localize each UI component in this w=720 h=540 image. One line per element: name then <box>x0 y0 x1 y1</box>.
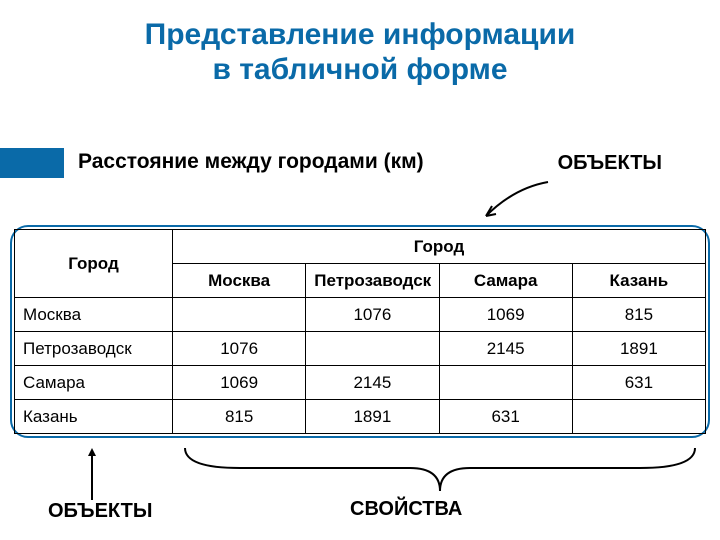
cell: 1069 <box>173 366 306 400</box>
cell: 2145 <box>306 366 439 400</box>
cell: 2145 <box>439 332 572 366</box>
table-row: Москва 1076 1069 815 <box>15 298 706 332</box>
row-label: Самара <box>15 366 173 400</box>
title-line1: Представление информации <box>145 18 576 51</box>
table-caption: Расстояние между городами (км) <box>78 150 424 174</box>
table-col-group: Город <box>173 230 706 264</box>
cell <box>572 400 705 434</box>
row-label: Петрозаводск <box>15 332 173 366</box>
objects-label-left: ОБЪЕКТЫ <box>48 500 152 523</box>
slide-title: Представление информации в табличной фор… <box>0 0 720 87</box>
row-label: Москва <box>15 298 173 332</box>
table-row: Петрозаводск 1076 2145 1891 <box>15 332 706 366</box>
cell: 1076 <box>306 298 439 332</box>
objects-label-top: ОБЪЕКТЫ <box>558 152 662 175</box>
cell: 815 <box>173 400 306 434</box>
title-line2: в табличной форме <box>212 53 507 86</box>
row-label: Казань <box>15 400 173 434</box>
cell: 1076 <box>173 332 306 366</box>
cell: 631 <box>439 400 572 434</box>
col-header: Петрозаводск <box>306 264 439 298</box>
table-corner: Город <box>15 230 173 298</box>
properties-label: СВОЙСТВА <box>350 498 462 521</box>
distance-table-wrap: Город Город Москва Петрозаводск Самара К… <box>10 225 710 438</box>
cell: 815 <box>572 298 705 332</box>
col-header: Самара <box>439 264 572 298</box>
cell <box>173 298 306 332</box>
cell: 1891 <box>306 400 439 434</box>
cell: 1891 <box>572 332 705 366</box>
arrow-left-icon <box>88 448 96 500</box>
distance-table: Город Город Москва Петрозаводск Самара К… <box>14 229 706 434</box>
cell <box>439 366 572 400</box>
cell <box>306 332 439 366</box>
col-header: Москва <box>173 264 306 298</box>
table-row: Самара 1069 2145 631 <box>15 366 706 400</box>
cell: 1069 <box>439 298 572 332</box>
table-row: Казань 815 1891 631 <box>15 400 706 434</box>
arrow-top-icon <box>474 180 554 222</box>
col-header: Казань <box>572 264 705 298</box>
brace-icon <box>180 443 700 498</box>
cell: 631 <box>572 366 705 400</box>
accent-strip <box>0 148 64 178</box>
